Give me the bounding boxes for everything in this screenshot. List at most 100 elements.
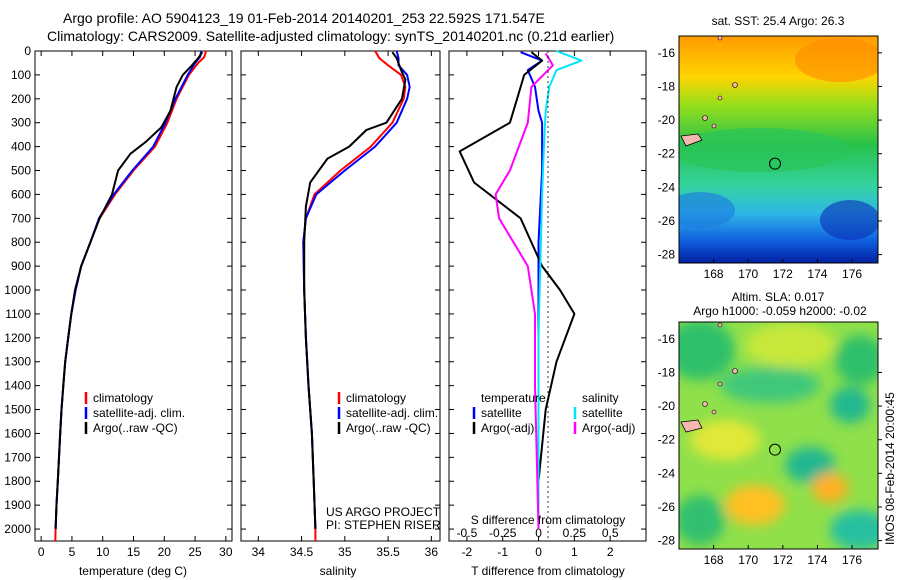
- sla-high-patch: [812, 473, 848, 503]
- sla-mid-patch: [745, 323, 835, 367]
- title-line1: Argo profile: AO 5904123_19 01-Feb-2014 …: [63, 10, 545, 26]
- map-x-tick-label: 168: [704, 553, 724, 567]
- y-tick-label: 200: [11, 92, 31, 106]
- s-tick-label: 0.5: [602, 526, 619, 540]
- map-y-tick-label: -28: [658, 534, 676, 548]
- difference-xlabel: T difference from climatology: [471, 564, 625, 578]
- difference-axes: -2 -1 0 1 2 -0.5 -0.25 0 0.25 0.5: [449, 50, 646, 559]
- legend-t-argo: Argo(-adj): [481, 421, 534, 435]
- salinity-axes: 34 34.5 35 35.5 36: [241, 50, 440, 559]
- map-x-tick-label: 172: [773, 553, 793, 567]
- legend-argo: Argo(..raw -QC): [346, 421, 431, 435]
- temperature-argo-line: [458, 51, 576, 529]
- y-tick-label: 1000: [4, 283, 31, 297]
- salinity-satellite-line: [537, 50, 583, 529]
- salinity-xlabel: salinity: [320, 564, 357, 578]
- y-tick-label: 400: [11, 140, 31, 154]
- sst-cool-patch: [820, 200, 878, 240]
- s-tick-label: 0: [535, 526, 542, 540]
- salinity-argo-line: [494, 52, 554, 530]
- map-y-tick-label: -24: [658, 466, 676, 480]
- land-island: [717, 36, 723, 41]
- land-island: [711, 409, 717, 415]
- sla-low-patch: [830, 510, 878, 549]
- sla-heatmap: [679, 322, 878, 549]
- temperature-axes: 0 5 10 15 20 25 300100200300400500600700800900…: [4, 44, 233, 559]
- climatology-line: [302, 50, 407, 541]
- x-tick-label: 36: [425, 545, 439, 559]
- x-tick-label: 5: [69, 545, 76, 559]
- x-tick-label: 1: [571, 545, 578, 559]
- argo-line: [54, 51, 204, 530]
- argo-float-marker: [768, 157, 781, 170]
- x-tick-label: 34: [252, 545, 266, 559]
- salinity-legend: climatology satellite-adj. clim. Argo(..…: [337, 391, 438, 435]
- land-island: [717, 95, 723, 101]
- map-y-tick-label: -16: [658, 46, 676, 60]
- y-tick-label: 1500: [4, 403, 31, 417]
- salinity-panel-frame: [240, 50, 441, 542]
- x-tick-label: 2: [607, 545, 614, 559]
- y-tick-label: 300: [11, 116, 31, 130]
- y-tick-label: 1700: [4, 450, 31, 464]
- s-tick-label: -0.25: [489, 526, 517, 540]
- sst-map-axes: 168 170 172 174 176 -16 -18 -20 -22 -24 -26 -28: [658, 46, 882, 281]
- land-island: [717, 381, 723, 387]
- imos-timestamp: IMOS 08-Feb-2014 20:00:45: [883, 392, 897, 545]
- argo-line: [303, 51, 407, 530]
- land-island: [702, 401, 708, 407]
- y-tick-label: 100: [11, 68, 31, 82]
- y-tick-label: 900: [11, 259, 31, 273]
- legend-argo: Argo(..raw -QC): [93, 421, 178, 435]
- map-x-tick-label: 174: [807, 267, 827, 281]
- sla-low-patch: [679, 322, 735, 380]
- land-new-caledonia: [680, 133, 703, 147]
- y-tick-label: 1900: [4, 498, 31, 512]
- salinity-lines: [302, 50, 411, 541]
- sst-heatmap: [679, 36, 878, 263]
- project-credit: US ARGO PROJECT: [326, 505, 441, 519]
- land-island: [702, 115, 708, 121]
- sst-cool-patch: [679, 192, 735, 228]
- sla-high-patch: [725, 485, 785, 525]
- s-tick-label: 0.25: [563, 526, 587, 540]
- sla-map-axes: 168 170 172 174 176 -16 -18 -20 -22 -24 -26 -28: [658, 332, 882, 567]
- x-tick-label: 30: [219, 545, 233, 559]
- legend-temperature-heading: temperature: [481, 391, 546, 405]
- satellite-line: [302, 50, 411, 530]
- map-x-tick-label: 176: [842, 267, 862, 281]
- sst-warm-patch: [795, 38, 878, 82]
- x-tick-label: 15: [127, 545, 141, 559]
- legend-salinity-heading: salinity: [582, 391, 619, 405]
- difference-lines: [458, 50, 583, 530]
- sla-low-patch: [835, 335, 878, 385]
- y-tick-label: 500: [11, 164, 31, 178]
- map-y-tick-label: -18: [658, 365, 676, 379]
- sla-low-patch: [679, 495, 725, 545]
- map-y-tick-label: -18: [658, 79, 676, 93]
- map-x-tick-label: 168: [704, 267, 724, 281]
- x-tick-label: 25: [188, 545, 202, 559]
- x-tick-label: 20: [158, 545, 172, 559]
- sla-low-patch: [830, 387, 870, 423]
- y-tick-label: 1600: [4, 426, 31, 440]
- y-tick-label: 700: [11, 211, 31, 225]
- map-y-tick-label: -20: [658, 399, 676, 413]
- y-tick-label: 1800: [4, 474, 31, 488]
- climatology-line: [54, 50, 208, 542]
- temperature-xlabel: temperature (deg C): [79, 564, 187, 578]
- y-tick-label: 1300: [4, 355, 31, 369]
- difference-xlabel-top: S difference from climatology: [471, 513, 626, 527]
- temperature-panel-frame: [34, 50, 233, 542]
- legend-climatology: climatology: [346, 391, 406, 405]
- x-tick-label: 10: [96, 545, 110, 559]
- difference-panel-frame: [448, 50, 647, 542]
- map-y-tick-label: -28: [658, 248, 676, 262]
- temperature-lines: [54, 50, 208, 542]
- sst-map-frame: [678, 35, 879, 264]
- x-tick-label: 0: [535, 545, 542, 559]
- land-island: [711, 123, 717, 129]
- x-tick-label: -1: [497, 545, 508, 559]
- map-y-tick-label: -22: [658, 433, 676, 447]
